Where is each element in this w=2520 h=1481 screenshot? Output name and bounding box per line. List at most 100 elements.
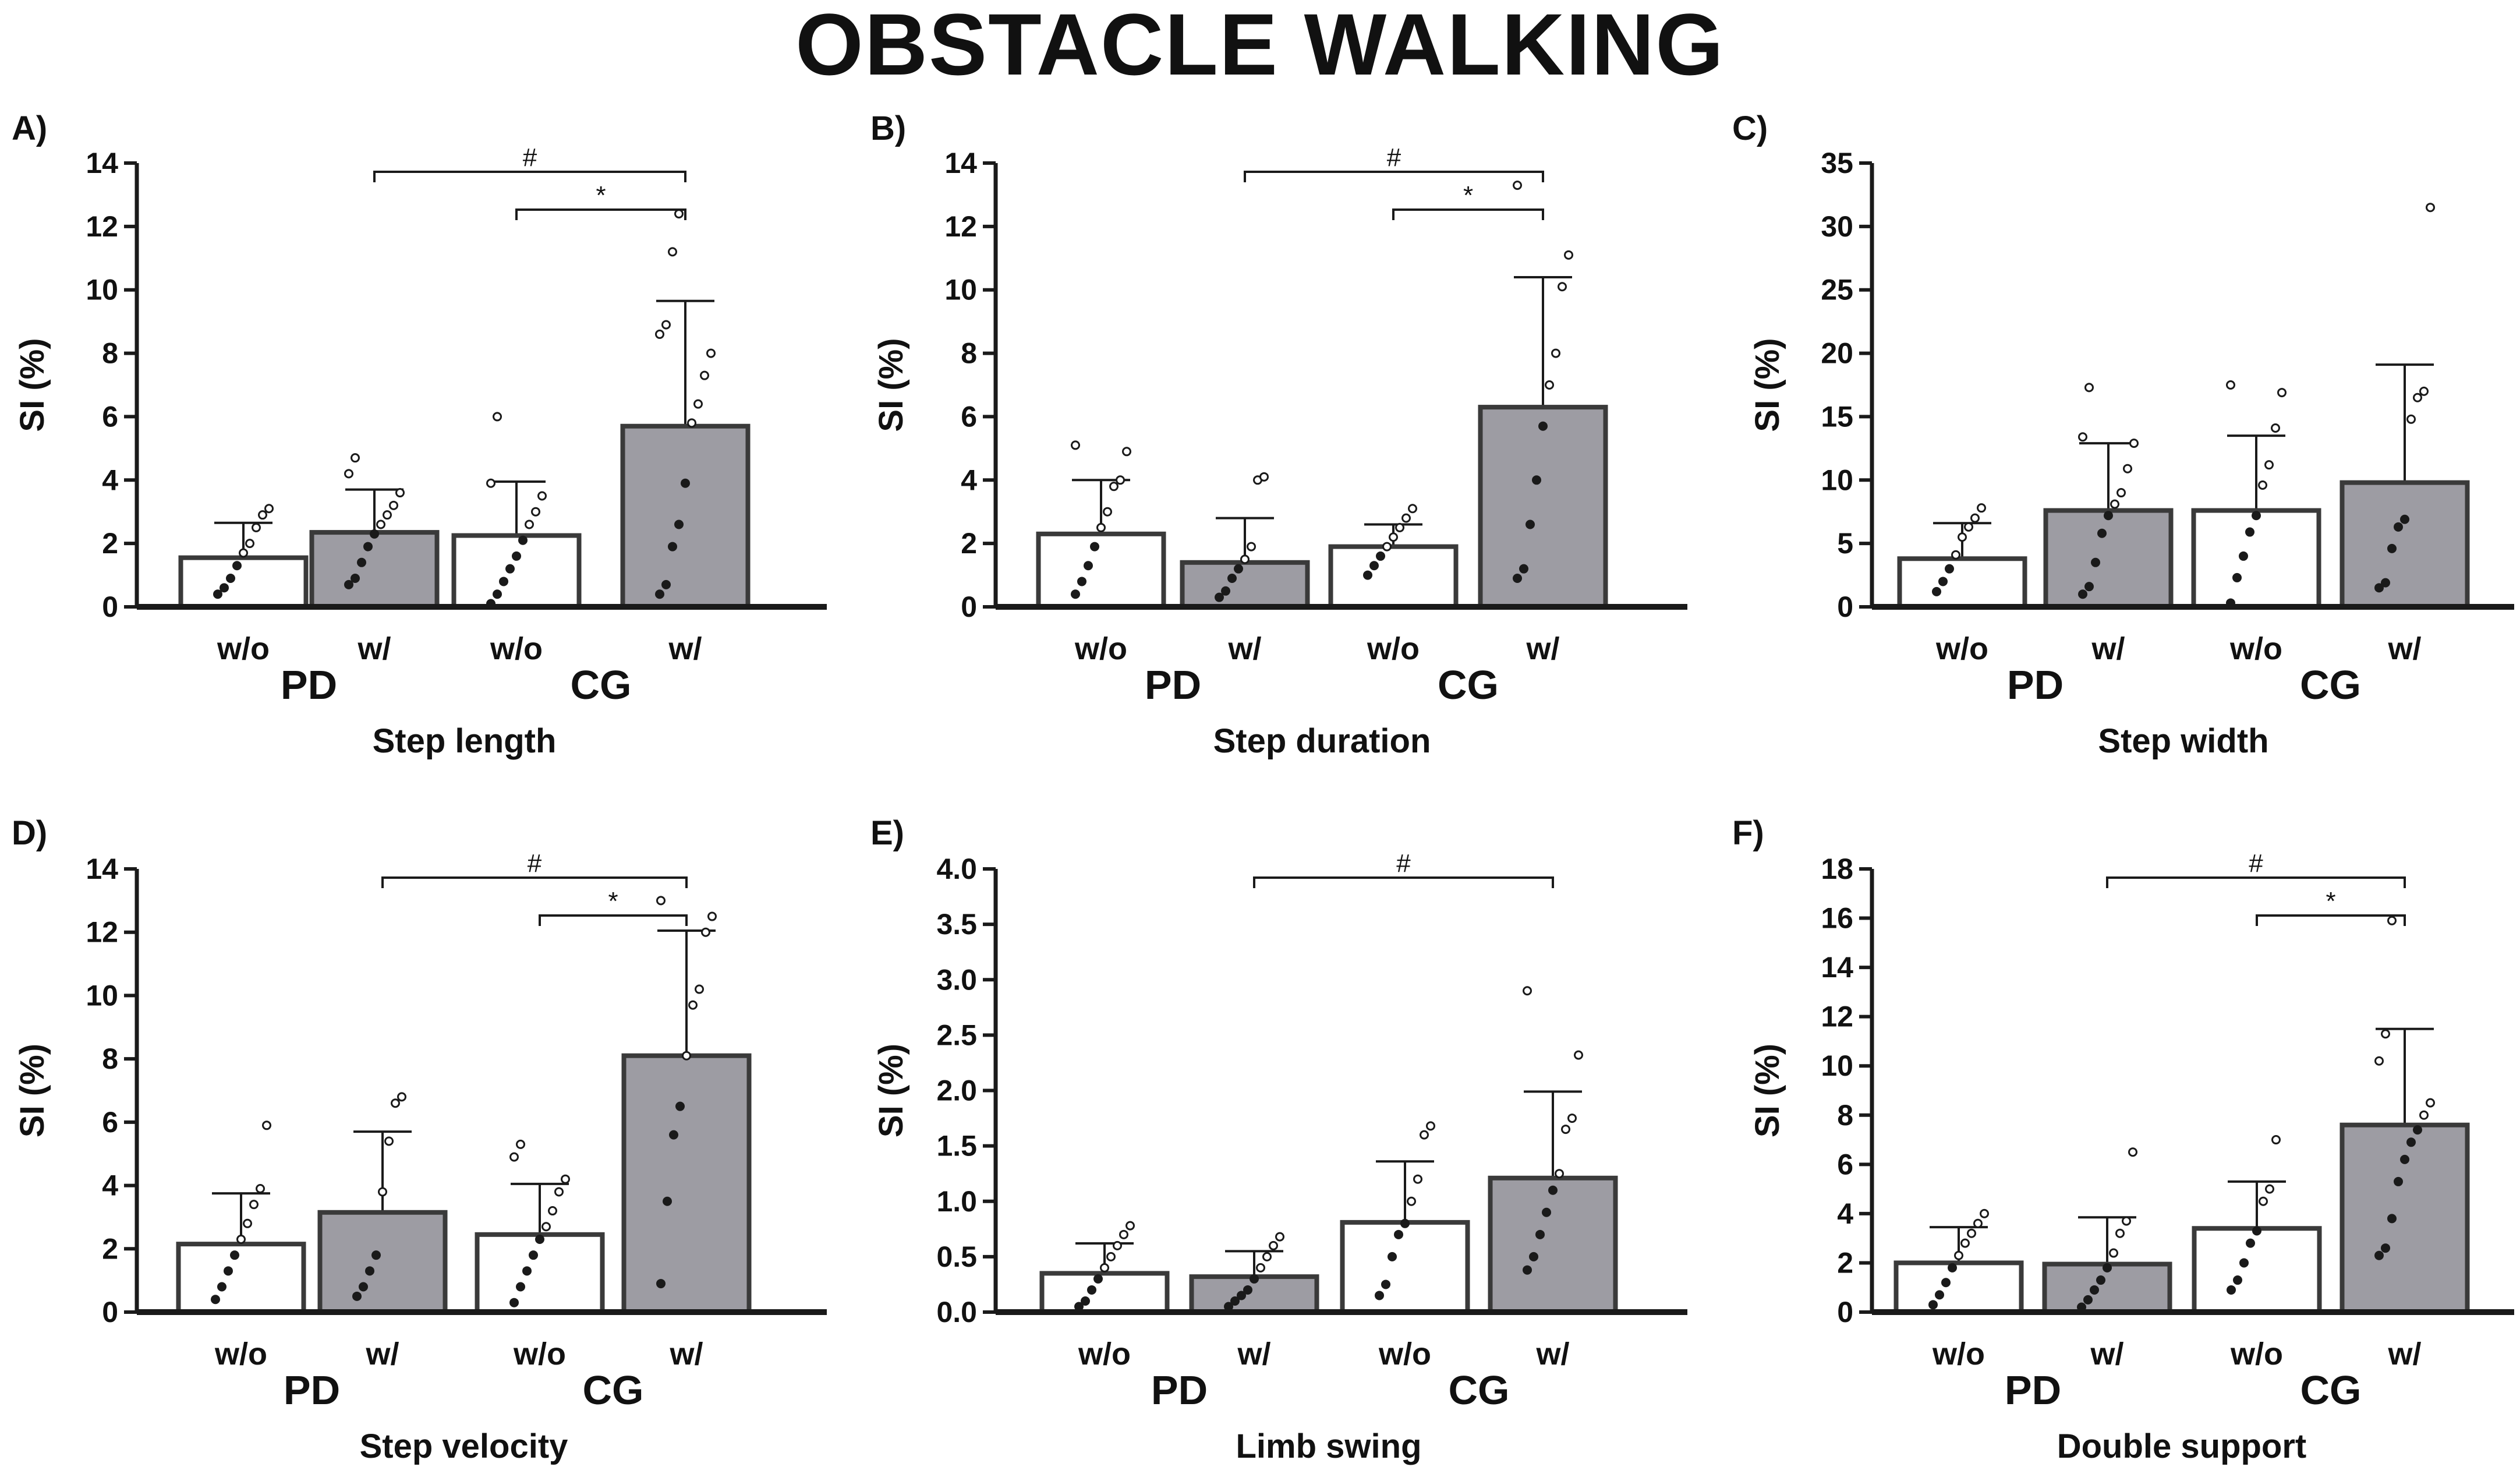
data-point: [2265, 1184, 2274, 1194]
data-point: [397, 1092, 406, 1102]
data-point: [1122, 447, 1131, 457]
data-point: [531, 507, 540, 517]
data-point: [1394, 1229, 1403, 1239]
bar-group-wo-PD: [178, 504, 309, 610]
data-point: [1532, 475, 1541, 485]
data-point: [1106, 1252, 1116, 1261]
data-point: [2374, 1056, 2384, 1066]
category-label: w/: [357, 631, 391, 666]
data-point: [1977, 503, 1986, 513]
data-point: [1227, 574, 1237, 584]
chart-panel-4: D) 0 2 4 6 8 10 12 14 SI (%) w/o w/w/o w/PD CG Step ve…: [12, 814, 827, 1465]
y-tick-label: 2: [102, 1232, 118, 1265]
data-point: [236, 1234, 246, 1244]
data-point: [1215, 592, 1224, 602]
data-point: [344, 579, 353, 589]
data-point: [1071, 589, 1080, 599]
y-axis-title: SI (%): [13, 338, 51, 432]
data-point: [384, 1136, 394, 1146]
data-point: [493, 589, 502, 599]
group-label-pd: PD: [284, 1367, 340, 1413]
panel-letter: E): [870, 814, 904, 852]
significance-label: #: [1396, 849, 1411, 878]
data-point: [1529, 1252, 1538, 1261]
significance-bracket: *: [2256, 887, 2406, 926]
bar-group-w-CG: [2340, 203, 2470, 610]
category-label: w/: [1535, 1337, 1569, 1372]
data-point: [2084, 582, 2094, 592]
data-point: [669, 1130, 678, 1140]
data-point: [548, 1206, 557, 1216]
y-tick-label: 35: [1821, 147, 1853, 179]
data-point: [675, 1101, 685, 1111]
y-tick-label: 0: [102, 591, 118, 623]
data-point: [2381, 578, 2390, 588]
y-tick-label: 6: [102, 400, 118, 433]
x-axis-title: Step duration: [1213, 722, 1431, 760]
data-point: [1932, 586, 1941, 596]
group-label-pd: PD: [281, 662, 337, 708]
data-point: [674, 209, 684, 219]
data-point: [252, 522, 261, 532]
data-point: [262, 1121, 271, 1130]
y-axis-title: SI (%): [872, 1044, 910, 1137]
data-point: [1413, 1174, 1422, 1184]
category-label: w/: [2091, 631, 2125, 666]
category-label: w/o: [1078, 1337, 1131, 1372]
y-tick-label: 6: [1837, 1148, 1853, 1180]
data-point: [1542, 1207, 1551, 1217]
significance-label: #: [528, 849, 542, 878]
data-point: [499, 577, 508, 586]
data-point: [2406, 414, 2416, 424]
data-point: [2123, 464, 2132, 473]
y-tick-label: 8: [1837, 1099, 1853, 1132]
data-point: [1113, 1240, 1122, 1250]
group-label-cg: CG: [2300, 1367, 2362, 1413]
data-point: [505, 564, 515, 574]
data-point: [516, 1139, 525, 1149]
x-axis-title: Step velocity: [360, 1427, 568, 1465]
category-label: w/o: [490, 631, 543, 666]
data-point: [688, 1000, 698, 1010]
data-point: [2387, 916, 2397, 925]
significance-bracket: #: [381, 849, 688, 888]
bar-group-wo-CG: [1328, 504, 1459, 609]
data-point: [1973, 1218, 1983, 1228]
data-point: [1119, 1229, 1128, 1239]
chart-panel-5: E) 0.0 0.5 1.0 1.5 2.0 2.5 3.0 3.5 4.0 SI (%) w/o w/…: [870, 814, 1687, 1465]
group-label-cg: CG: [571, 662, 632, 708]
y-tick-label: 10: [1821, 464, 1853, 496]
data-point: [371, 1250, 381, 1260]
data-point: [1103, 507, 1112, 517]
data-point: [2097, 528, 2107, 538]
bar: [1340, 1220, 1470, 1314]
data-point: [663, 1196, 672, 1206]
chart-panel-3: C) 0 5 10 15 20 25 30 35 SI (%) w/o w/w/o w/PD CG Step…: [1732, 109, 2514, 760]
data-point: [2227, 1285, 2236, 1295]
bracket-line: [1244, 171, 1544, 182]
significance-label: *: [608, 887, 618, 916]
y-tick-label: 0.5: [936, 1240, 977, 1273]
data-point: [352, 1291, 362, 1301]
data-point: [2096, 1275, 2105, 1285]
data-point: [1243, 1285, 1252, 1295]
data-point: [1401, 513, 1411, 523]
bar-group-wo-CG: [1340, 1121, 1470, 1314]
data-point: [357, 557, 366, 567]
data-point: [554, 1187, 564, 1197]
data-point: [344, 469, 353, 479]
bar: [1328, 544, 1459, 609]
y-tick-label: 1.5: [936, 1130, 977, 1162]
y-tick-label: 8: [102, 337, 118, 370]
bar: [317, 1210, 448, 1314]
data-point: [1951, 550, 1960, 560]
y-tick-label: 30: [1821, 210, 1853, 243]
y-axis-title: SI (%): [13, 1044, 51, 1137]
data-point: [1084, 561, 1093, 571]
data-point: [525, 519, 534, 529]
data-point: [2426, 203, 2435, 213]
data-point: [243, 1218, 252, 1228]
data-point: [1116, 475, 1125, 485]
y-tick-label: 4: [961, 464, 977, 496]
